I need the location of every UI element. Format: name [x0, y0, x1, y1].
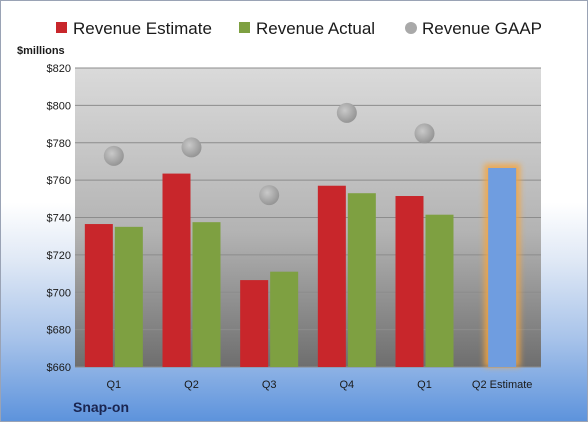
- legend-label: Revenue Estimate: [73, 19, 212, 38]
- bar-revenue-actual: [425, 214, 454, 367]
- y-tick-label: $820: [47, 63, 71, 75]
- dot-revenue-gaap: [259, 185, 280, 206]
- bar-revenue-estimate: [317, 185, 346, 367]
- bar-revenue-estimate: [240, 280, 269, 367]
- bar-revenue-estimate: [395, 196, 424, 367]
- y-tick-label: $780: [47, 138, 71, 150]
- y-tick-label: $680: [47, 325, 71, 337]
- dot-revenue-gaap: [103, 145, 124, 166]
- x-category-label: Q1: [417, 379, 432, 391]
- y-tick-label: $800: [47, 100, 71, 112]
- legend-swatch: [56, 22, 67, 33]
- y-tick-label: $700: [47, 287, 71, 299]
- y-tick-label: $720: [47, 250, 71, 262]
- dot-revenue-gaap: [414, 123, 435, 144]
- x-category-label: Q3: [262, 379, 277, 391]
- bar-revenue-actual: [192, 222, 221, 367]
- x-category-label: Q2 Estimate: [472, 379, 533, 391]
- legend-label: Revenue Actual: [256, 19, 375, 38]
- legend-label: Revenue GAAP: [422, 19, 542, 38]
- company-name: Snap-on: [73, 399, 129, 415]
- legend-marker: [405, 22, 417, 34]
- bar-revenue-actual: [270, 271, 299, 367]
- dot-revenue-gaap: [336, 102, 357, 123]
- x-category-label: Q4: [339, 379, 354, 391]
- bar-revenue-estimate: [84, 224, 113, 367]
- y-tick-label: $740: [47, 213, 71, 225]
- bar-revenue-estimate-projected: [488, 167, 517, 367]
- bar-revenue-actual: [347, 193, 376, 367]
- bar-revenue-actual: [114, 226, 143, 367]
- legend-swatch: [239, 22, 250, 33]
- x-category-label: Q1: [106, 379, 121, 391]
- x-category-label: Q2: [184, 379, 199, 391]
- dot-revenue-gaap: [181, 137, 202, 158]
- y-unit-label: $millions: [17, 45, 65, 57]
- y-tick-label: $660: [47, 362, 71, 374]
- y-tick-label: $760: [47, 175, 71, 187]
- bar-revenue-estimate: [162, 173, 191, 367]
